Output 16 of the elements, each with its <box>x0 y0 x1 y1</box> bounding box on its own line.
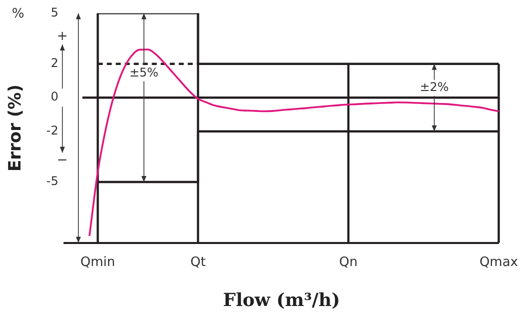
y-tick-label: -5 <box>46 174 58 188</box>
annotation: ±2% <box>420 80 449 94</box>
x-tick-label: Qt <box>190 254 206 270</box>
y-tick-label: 5 <box>50 5 58 20</box>
annotation: − <box>56 153 68 168</box>
annotation: + <box>56 28 68 44</box>
x-tick-label: Qmax <box>479 254 518 270</box>
x-axis-title: Flow (m³/h) <box>223 290 340 311</box>
y-axis-title: Error (%) <box>6 84 26 172</box>
x-tick-label: Qmin <box>80 254 116 270</box>
y-tick-label: 2 <box>50 56 58 70</box>
y-tick-label: 0 <box>50 90 58 104</box>
x-tick-label: Qn <box>339 254 358 270</box>
y-tick-label: -2 <box>46 124 58 138</box>
text: % <box>12 6 24 22</box>
annotation: ±5% <box>129 65 158 80</box>
